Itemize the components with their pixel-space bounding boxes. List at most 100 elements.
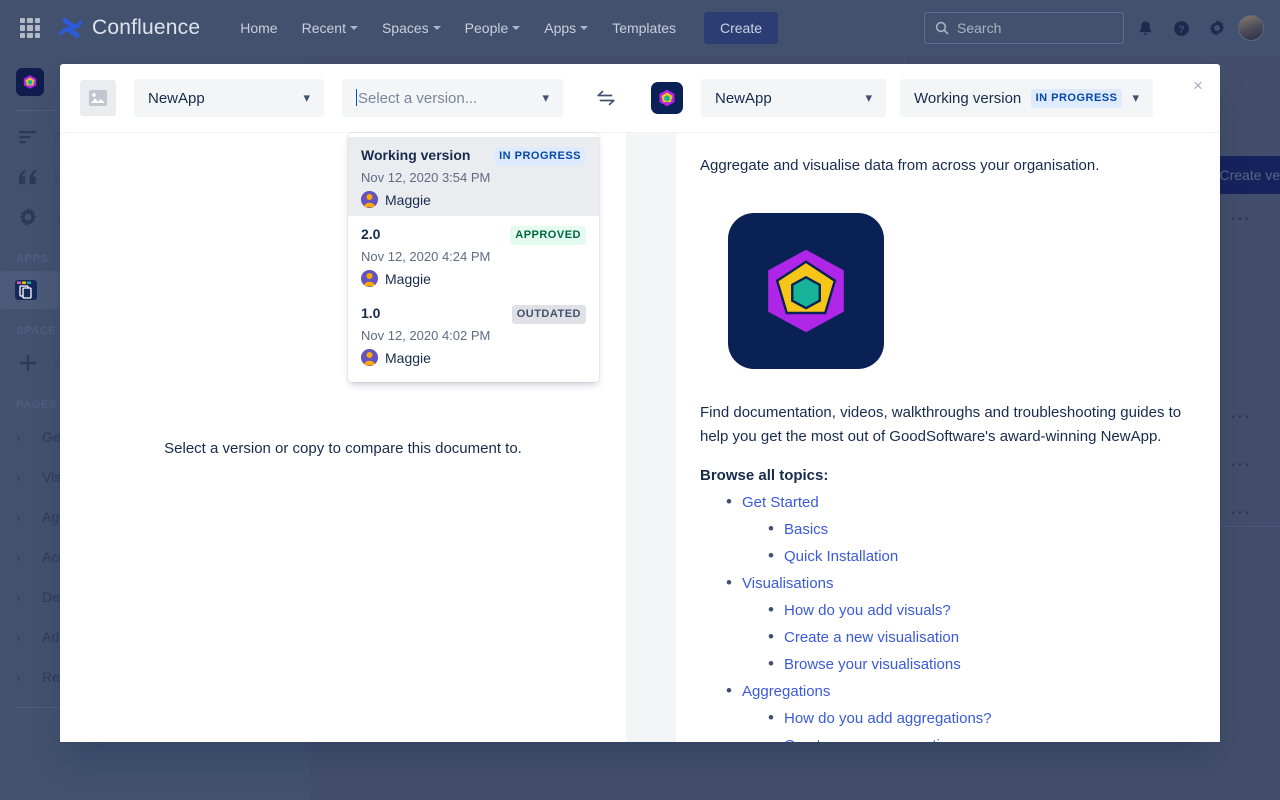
right-document-select[interactable]: NewApp ▾: [701, 79, 886, 117]
topic-link-how-add-visuals[interactable]: How do you add visuals?: [784, 602, 951, 619]
chevron-right-icon[interactable]: ›: [16, 669, 21, 685]
left-pane-empty-message: Select a version or copy to compare this…: [164, 440, 522, 457]
topic-link-aggregations[interactable]: Aggregations: [742, 683, 831, 700]
topic-link-visualisations[interactable]: Visualisations: [742, 575, 834, 592]
nav-link-spaces[interactable]: Spaces: [372, 14, 451, 42]
topic-link-create-aggregation[interactable]: Create a new aggregation: [784, 737, 957, 742]
status-badge: IN PROGRESS: [494, 147, 586, 166]
modal-body: Select a version or copy to compare this…: [60, 132, 1220, 742]
version-date: Nov 12, 2020 3:54 PM: [361, 170, 491, 185]
newapp-logo-icon: [651, 82, 683, 114]
right-version-select-value: Working version: [914, 89, 1022, 107]
version-author: Maggie: [361, 349, 586, 366]
nav-link-label: Apps: [544, 20, 577, 36]
chevron-down-icon: [580, 26, 589, 30]
confluence-logo[interactable]: Confluence: [58, 16, 200, 40]
chevron-right-icon[interactable]: ›: [16, 429, 21, 445]
documents-icon: [14, 280, 38, 300]
more-actions-icon[interactable]: ⋯: [1230, 406, 1252, 428]
compare-right-pane: Aggregate and visualise data from across…: [676, 133, 1220, 742]
brand-title: Confluence: [92, 16, 201, 39]
version-option-header: 1.0 OUTDATED: [361, 305, 586, 324]
user-avatar[interactable]: [1238, 15, 1264, 41]
chevron-down-icon: ▾: [865, 90, 872, 105]
close-icon[interactable]: ×: [1193, 76, 1203, 95]
nav-link-home[interactable]: Home: [230, 14, 287, 42]
version-date: Nov 12, 2020 4:24 PM: [361, 249, 491, 264]
settings-gear-icon[interactable]: [1202, 13, 1232, 43]
topic-link-browse-visualisations[interactable]: Browse your visualisations: [784, 656, 961, 673]
nav-link-apps[interactable]: Apps: [534, 14, 598, 42]
topics-sublist: How do you add aggregations? Create a ne…: [764, 708, 1190, 742]
list-item: How do you add visuals?: [764, 600, 1190, 620]
search-input[interactable]: Search: [924, 12, 1124, 44]
topic-link-get-started[interactable]: Get Started: [742, 494, 819, 511]
left-document-select-value: NewApp: [148, 89, 205, 107]
search-icon: [935, 21, 949, 35]
nav-link-label: People: [464, 20, 509, 36]
document-paragraph: Find documentation, videos, walkthroughs…: [700, 404, 1182, 445]
browse-topics-heading: Browse all topics:: [700, 467, 829, 484]
more-actions-icon[interactable]: ⋯: [1230, 208, 1252, 230]
chevron-right-icon[interactable]: ›: [16, 629, 21, 645]
more-actions-icon[interactable]: ⋯: [1230, 454, 1252, 476]
status-badge: OUTDATED: [511, 305, 586, 324]
list-item: Create a new visualisation: [764, 627, 1190, 647]
chevron-right-icon[interactable]: ›: [16, 589, 21, 605]
modal-header: NewApp ▾ Select a version... ▾: [60, 64, 1220, 132]
left-document-select[interactable]: NewApp ▾: [134, 79, 324, 117]
version-option-working-version[interactable]: Working version IN PROGRESS Nov 12, 2020…: [348, 137, 599, 216]
image-placeholder-icon: [80, 80, 116, 116]
nav-link-label: Spaces: [381, 20, 429, 36]
chevron-right-icon[interactable]: ›: [16, 469, 21, 485]
help-icon[interactable]: ?: [1166, 13, 1196, 43]
chevron-down-icon: [349, 26, 358, 30]
text-cursor: [356, 89, 357, 106]
version-option-1-0[interactable]: 1.0 OUTDATED Nov 12, 2020 4:02 PM Maggie: [348, 295, 599, 374]
chevron-right-icon[interactable]: ›: [16, 509, 21, 525]
swap-arrows-icon[interactable]: [589, 88, 623, 108]
chevron-down-icon: ▾: [542, 90, 549, 105]
space-logo-icon: [16, 68, 44, 96]
notifications-bell-icon[interactable]: [1130, 13, 1160, 43]
app-switcher-icon[interactable]: [20, 18, 40, 38]
document-hero-image: [728, 213, 884, 369]
right-document-select-value: NewApp: [715, 89, 772, 107]
version-option-2-0[interactable]: 2.0 APPROVED Nov 12, 2020 4:24 PM Maggie: [348, 216, 599, 295]
nav-link-recent[interactable]: Recent: [292, 14, 368, 42]
version-name: 2.0: [361, 226, 381, 242]
nav-link-label: Templates: [612, 20, 676, 36]
document-intro: Aggregate and visualise data from across…: [700, 157, 1100, 174]
chevron-down-icon: ▾: [303, 90, 310, 105]
list-item: Visualisations How do you add visuals? C…: [722, 573, 1190, 674]
create-button[interactable]: Create: [704, 12, 779, 44]
nav-link-label: Home: [240, 20, 278, 36]
left-version-select[interactable]: Select a version... ▾: [342, 79, 563, 117]
sidebar-heading-pages: PAGES: [16, 399, 57, 411]
nav-link-label: Recent: [301, 20, 346, 36]
version-author-name: Maggie: [385, 349, 431, 366]
nav-link-people[interactable]: People: [455, 14, 531, 42]
topics-sublist: How do you add visuals? Create a new vis…: [764, 600, 1190, 674]
chevron-right-icon[interactable]: ›: [16, 549, 21, 565]
topics-list: Get Started Basics Quick Installation Vi…: [722, 492, 1190, 742]
status-badge: IN PROGRESS: [1030, 88, 1123, 108]
avatar: [361, 270, 378, 287]
nav-link-templates[interactable]: Templates: [602, 14, 686, 42]
sidebar-heading-apps: APPS: [16, 253, 49, 265]
nav-links: Home Recent Spaces People Apps Templates: [230, 14, 686, 42]
topic-link-how-add-aggregations[interactable]: How do you add aggregations?: [784, 710, 992, 727]
search-placeholder: Search: [957, 20, 1002, 36]
topic-link-create-visualisation[interactable]: Create a new visualisation: [784, 629, 960, 646]
right-version-select[interactable]: Working version IN PROGRESS ▾: [900, 79, 1153, 117]
version-name: Working version: [361, 147, 471, 163]
left-version-select-placeholder: Select a version...: [358, 90, 478, 107]
topic-link-basics[interactable]: Basics: [784, 521, 829, 538]
topics-sublist: Basics Quick Installation: [764, 519, 1190, 566]
topic-link-quick-installation[interactable]: Quick Installation: [784, 548, 899, 565]
more-actions-icon[interactable]: ⋯: [1230, 502, 1252, 524]
list-item: Create a new aggregation: [764, 735, 1190, 742]
version-dropdown-menu: Working version IN PROGRESS Nov 12, 2020…: [348, 133, 599, 382]
svg-text:?: ?: [1178, 24, 1184, 35]
confluence-mark-icon: [58, 17, 84, 39]
